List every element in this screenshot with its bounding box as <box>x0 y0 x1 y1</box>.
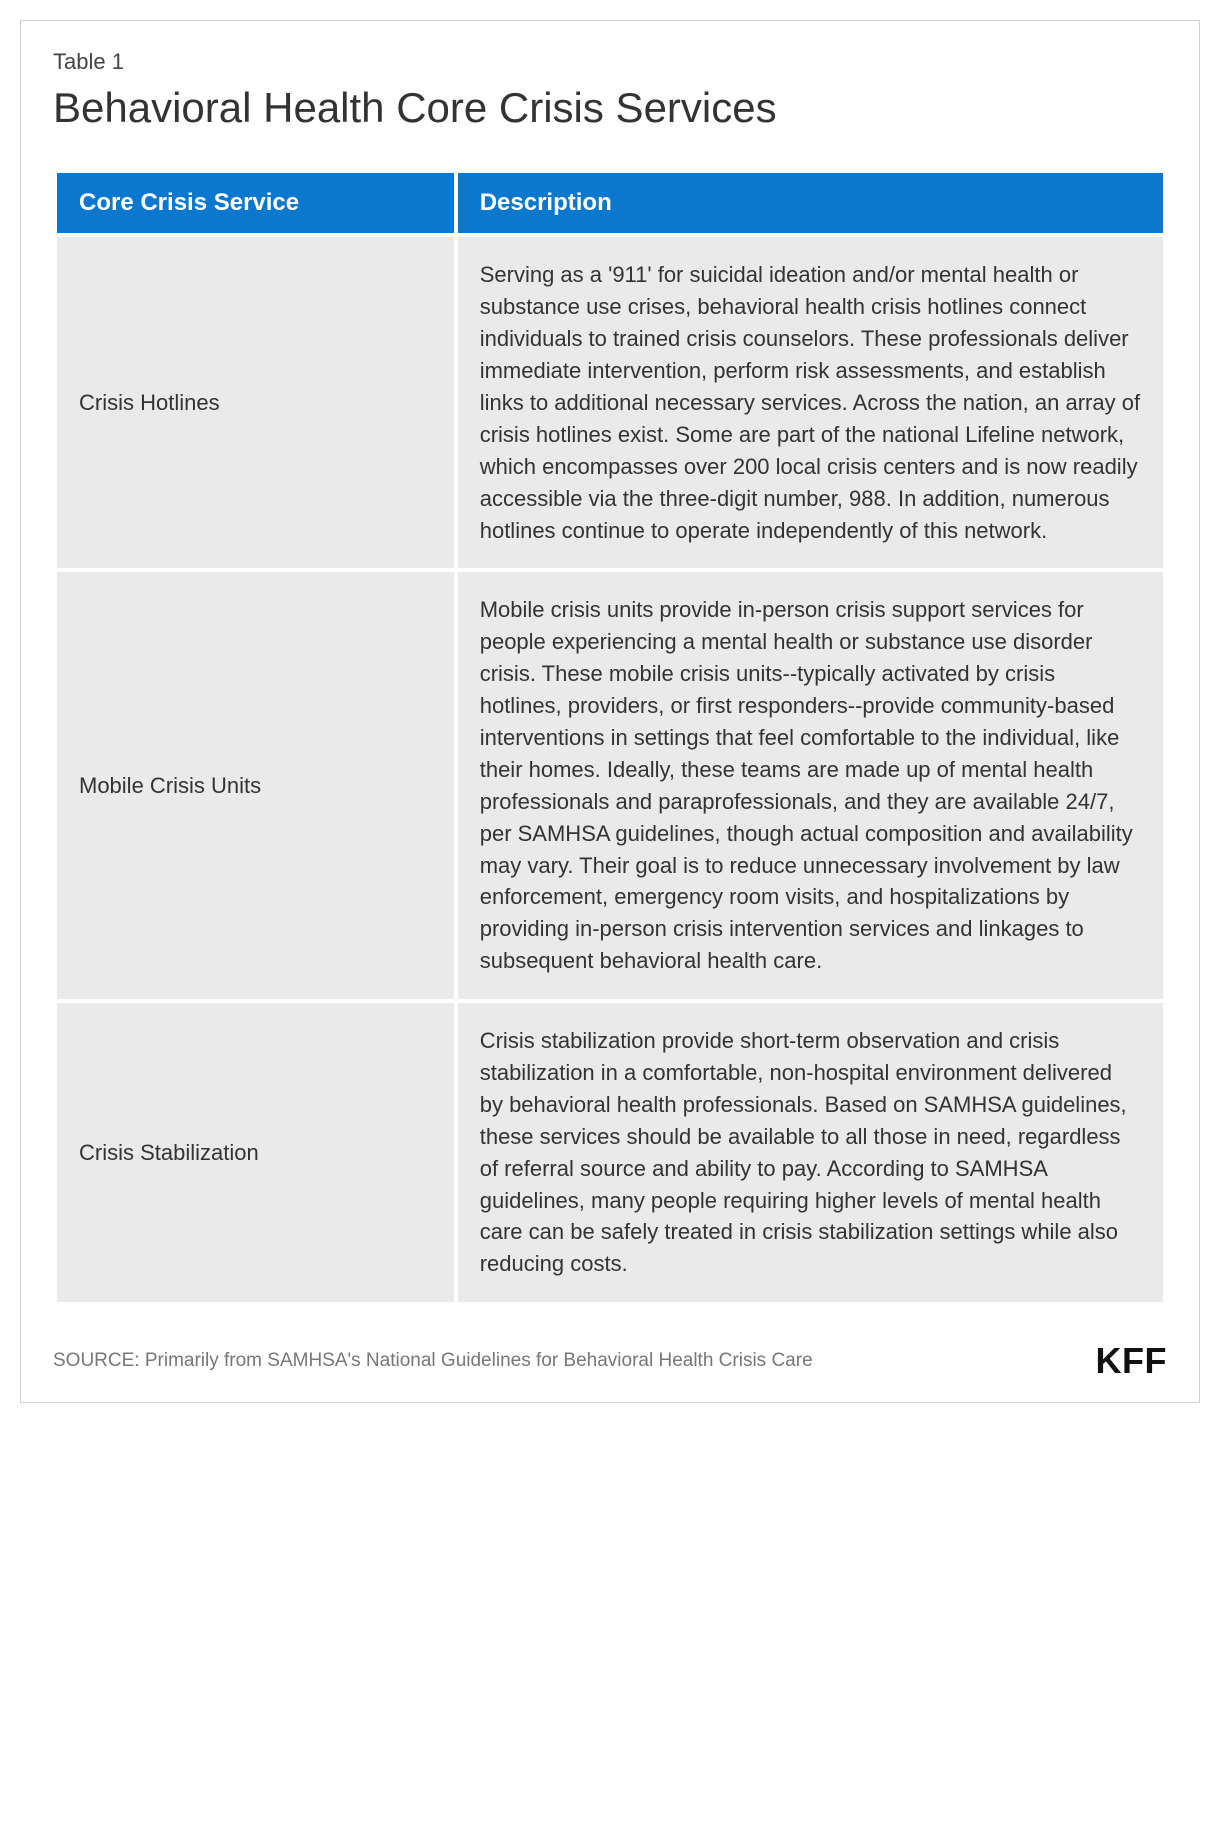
table-card: Table 1 Behavioral Health Core Crisis Se… <box>20 20 1200 1403</box>
kff-logo: KFF <box>1096 1340 1167 1382</box>
table-row: Crisis Stabilization Crisis stabilizatio… <box>57 1003 1163 1302</box>
table-row: Crisis Hotlines Serving as a '911' for s… <box>57 237 1163 568</box>
crisis-services-table: Core Crisis Service Description Crisis H… <box>53 169 1167 1306</box>
table-title: Behavioral Health Core Crisis Services <box>53 83 1167 133</box>
col-header-service: Core Crisis Service <box>57 173 454 233</box>
cell-service: Crisis Stabilization <box>57 1003 454 1302</box>
cell-service: Mobile Crisis Units <box>57 572 454 999</box>
footer: SOURCE: Primarily from SAMHSA's National… <box>53 1334 1167 1382</box>
source-text: SOURCE: Primarily from SAMHSA's National… <box>53 1350 813 1372</box>
table-header-row: Core Crisis Service Description <box>57 173 1163 233</box>
col-header-description: Description <box>458 173 1163 233</box>
table-row: Mobile Crisis Units Mobile crisis units … <box>57 572 1163 999</box>
table-label: Table 1 <box>53 49 1167 75</box>
cell-service: Crisis Hotlines <box>57 237 454 568</box>
cell-description: Mobile crisis units provide in-person cr… <box>458 572 1163 999</box>
cell-description: Crisis stabilization provide short-term … <box>458 1003 1163 1302</box>
cell-description: Serving as a '911' for suicidal ideation… <box>458 237 1163 568</box>
